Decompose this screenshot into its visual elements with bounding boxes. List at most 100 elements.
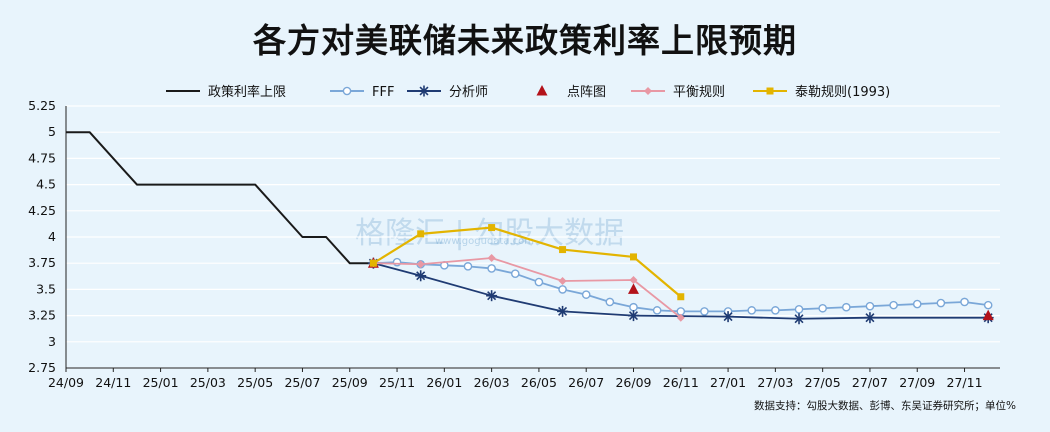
x-tick-label: 25/07 (284, 375, 320, 390)
y-tick-label: 4.25 (28, 203, 56, 218)
gridlines (66, 105, 1000, 369)
data-point-analyst (864, 312, 876, 324)
x-tick-label: 26/01 (426, 375, 462, 390)
y-tick-label: 5 (48, 124, 56, 139)
x-tick-label: 27/01 (710, 375, 746, 390)
data-point-fff (912, 299, 922, 309)
x-tick-label: 26/03 (474, 375, 510, 390)
series-line-balanced (373, 257, 682, 319)
series-line-policy (66, 131, 374, 265)
x-tick-label: 27/09 (899, 375, 935, 390)
x-tick-label: 24/09 (48, 375, 84, 390)
data-point-fff (629, 302, 638, 312)
x-tick-label: 25/03 (190, 375, 226, 390)
data-point-analyst (415, 270, 427, 282)
x-tick-label: 24/11 (95, 375, 131, 390)
data-point-balanced (487, 253, 496, 262)
x-tick-label: 27/07 (852, 375, 888, 390)
data-point-taylor (369, 259, 377, 267)
y-tick-label: 3 (48, 334, 56, 349)
data-point-fff (936, 298, 946, 308)
legend-label: 泰勒规则(1993) (795, 85, 890, 100)
x-tick-label: 26/07 (568, 375, 604, 390)
series-fff (369, 257, 993, 316)
y-tick-label: 4.75 (28, 150, 56, 165)
data-point-analyst (486, 290, 498, 302)
watermark-url: www.gogudata.com (435, 236, 535, 247)
series-taylor (369, 224, 685, 301)
data-point-fff (652, 306, 662, 315)
series-policy (66, 131, 374, 265)
legend-item-taylor: 泰勒规则(1993) (753, 85, 890, 100)
data-point-fff (889, 300, 898, 310)
data-point-analyst (627, 310, 639, 322)
y-tick-label: 2.75 (28, 360, 56, 375)
legend-item-fff: FFF (330, 85, 394, 100)
data-point-fff (487, 264, 496, 273)
y-tick-label: 4 (48, 229, 56, 244)
legend-item-balanced: 平衡规则 (631, 85, 725, 100)
data-point-balanced (558, 277, 567, 286)
x-tick-label: 25/05 (237, 375, 273, 390)
x-tick-label: 25/11 (379, 375, 415, 390)
x-tick-label: 25/01 (143, 375, 179, 390)
legend-item-dot: 点阵图 (536, 85, 606, 100)
y-tick-label: 3.25 (28, 308, 56, 323)
data-point-fff (463, 262, 473, 271)
legend-label: 政策利率上限 (208, 84, 286, 100)
series-group (66, 131, 994, 325)
x-tick-label: 27/05 (805, 375, 841, 390)
x-tick-label: 26/09 (615, 375, 651, 390)
x-tick-label: 27/03 (757, 375, 793, 390)
x-tick-label: 26/05 (521, 375, 557, 390)
legend-label: 分析师 (449, 85, 488, 100)
data-point-taylor (677, 293, 685, 301)
data-point-fff (794, 305, 804, 314)
data-point-analyst (793, 313, 805, 325)
data-point-fff (983, 300, 993, 310)
x-tick-label: 27/11 (947, 375, 983, 390)
data-point-dot (627, 283, 639, 294)
data-point-taylor (559, 246, 567, 254)
y-tick-label: 5.25 (28, 98, 56, 113)
data-point-fff (818, 303, 827, 313)
data-point-analyst (722, 311, 734, 323)
data-point-fff (510, 269, 520, 278)
x-tick-label: 25/09 (332, 375, 368, 390)
data-point-fff (700, 307, 709, 316)
series-balanced (369, 253, 685, 322)
data-point-taylor (488, 224, 496, 232)
data-point-fff (865, 301, 875, 311)
data-point-fff (605, 297, 615, 307)
data-point-fff (534, 277, 544, 287)
source-note: 数据支持：勾股大数据、彭博、东吴证券研究所；单位% (754, 400, 1016, 412)
legend-label: 点阵图 (567, 85, 606, 100)
x-tick-label: 26/11 (663, 375, 699, 390)
data-point-fff (842, 302, 851, 312)
data-point-balanced (629, 275, 638, 284)
data-point-taylor (417, 230, 425, 238)
series-analyst (367, 257, 994, 325)
y-tick-label: 3.5 (36, 281, 56, 296)
y-tick-label: 4.5 (36, 177, 56, 192)
legend-item-analyst: 分析师 (407, 85, 488, 100)
data-point-dot (982, 309, 994, 321)
legend-label: FFF (372, 85, 394, 100)
legend-swatch-marker (766, 87, 774, 95)
y-tick-label: 3.75 (28, 255, 56, 270)
data-point-taylor (629, 253, 637, 261)
watermark-logo: 格隆汇 | 勾股大数据 (355, 216, 625, 251)
legend: 政策利率上限 FFF 分析师 点阵图 平衡规则 泰勒规则(1993) (166, 84, 890, 100)
legend-label: 平衡规则 (673, 85, 725, 100)
legend-item-policy: 政策利率上限 (166, 84, 286, 100)
data-point-fff (747, 306, 757, 315)
data-point-analyst (557, 305, 569, 317)
legend-swatch-marker (536, 85, 548, 96)
legend-swatch-marker (644, 87, 652, 95)
data-point-balanced (676, 313, 685, 322)
legend-swatch-marker (418, 85, 430, 97)
data-point-balanced (416, 260, 425, 269)
